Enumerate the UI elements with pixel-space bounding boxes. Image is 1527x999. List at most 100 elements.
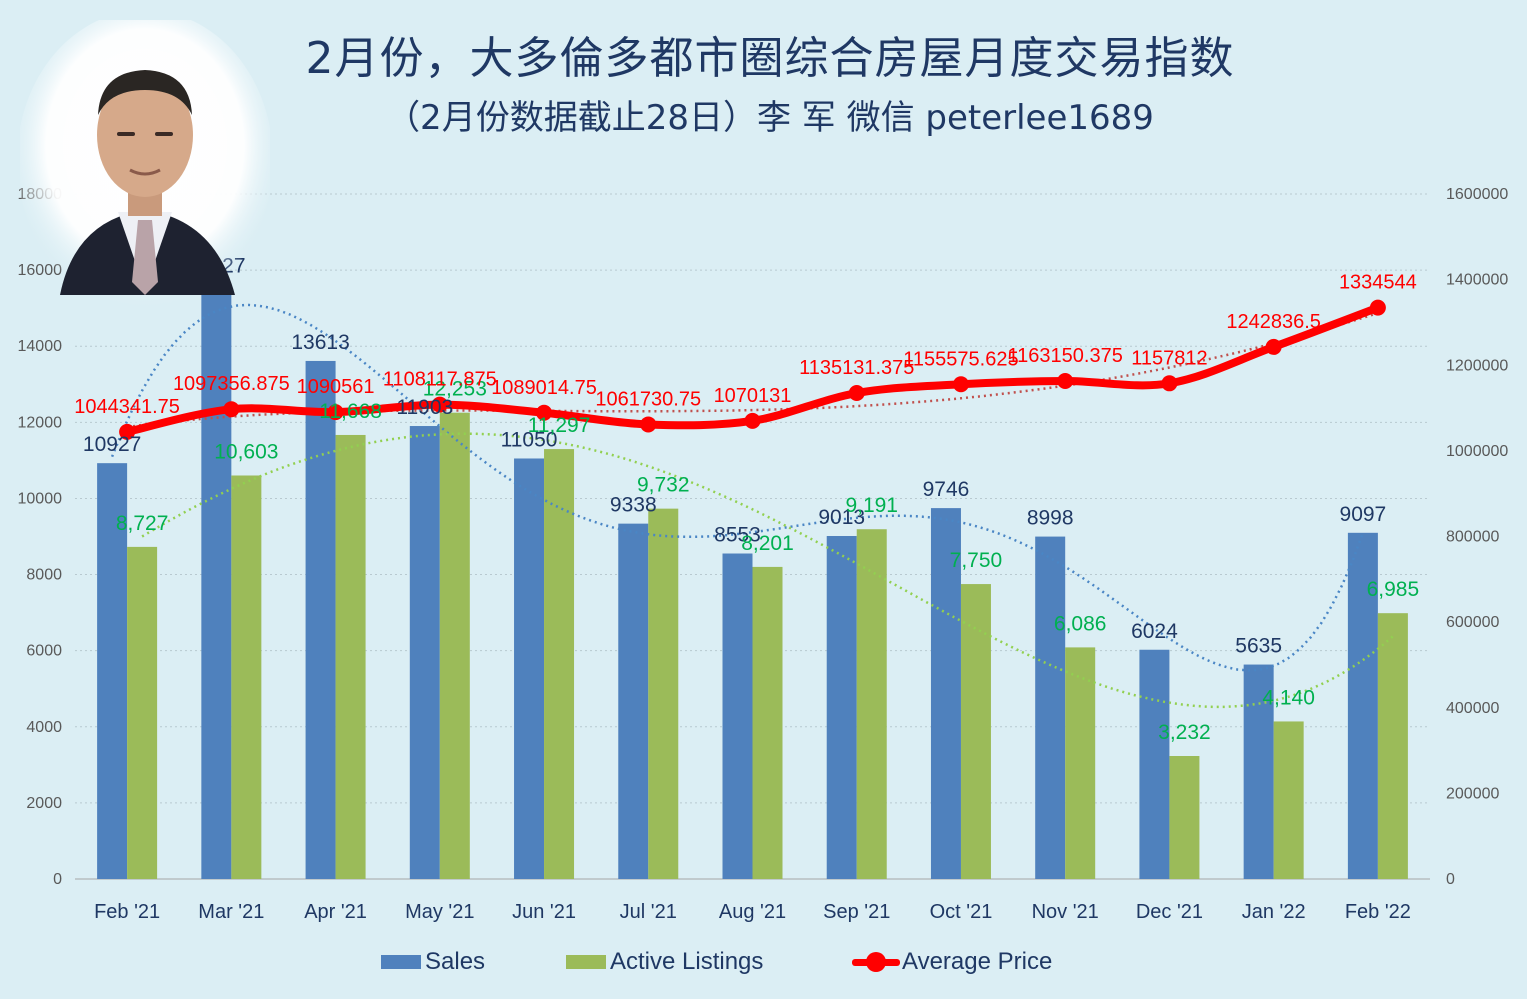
data-label-average-price: 1334544 (1339, 272, 1417, 294)
data-label-average-price: 1089014.75 (491, 377, 597, 399)
data-label-sales: 10927 (83, 433, 141, 456)
bar-sales (1243, 664, 1274, 879)
y-right-tick-label: 1000000 (1446, 443, 1508, 460)
bar-sales (201, 284, 232, 879)
x-tick-label: Jul '21 (620, 901, 677, 923)
x-tick-label: Jun '21 (512, 901, 576, 923)
point-average-price (1369, 299, 1386, 316)
x-tick-label: Feb '22 (1345, 901, 1411, 923)
y-left-tick-label: 14000 (18, 338, 63, 355)
legend-label-active-listings: Active Listings (610, 948, 764, 975)
bar-active-listings (752, 566, 783, 879)
y-right-tick-label: 1200000 (1446, 357, 1508, 374)
data-label-average-price: 1097356.875 (173, 373, 290, 395)
y-right-tick-label: 200000 (1446, 785, 1499, 802)
x-tick-label: Sep '21 (823, 901, 890, 923)
point-average-price (119, 423, 136, 440)
data-label-sales: 13613 (291, 331, 349, 354)
data-label-sales: 11050 (501, 428, 558, 451)
bar-active-listings (439, 412, 470, 879)
bar-active-listings (544, 449, 575, 879)
data-label-active-listings: 4,140 (1262, 686, 1315, 709)
point-average-price (640, 416, 657, 433)
bar-active-listings (648, 508, 679, 879)
y-left-tick-label: 12000 (18, 414, 63, 431)
data-label-active-listings: 3,232 (1158, 721, 1211, 744)
bar-active-listings (960, 584, 991, 879)
data-label-average-price: 1135131.375 (799, 357, 914, 379)
data-label-sales: 8998 (1027, 507, 1074, 530)
point-average-price (223, 401, 240, 418)
bar-active-listings (1065, 647, 1096, 879)
data-label-sales: 9013 (818, 506, 865, 529)
y-left-tick-label: 16000 (18, 262, 63, 279)
point-average-price (744, 412, 761, 429)
data-label-average-price: 1155575.625 (903, 348, 1018, 370)
data-label-sales: 11903 (396, 396, 453, 419)
y-left-tick-label: 10000 (18, 490, 63, 507)
data-label-average-price: 1163150.375 (1008, 345, 1123, 367)
legend-label-average-price: Average Price (902, 948, 1053, 975)
y-left-tick-label: 0 (53, 871, 62, 888)
data-label-active-listings: 11,668 (319, 400, 382, 423)
data-label-sales: 6024 (1131, 620, 1178, 643)
legend-item-active-listings: Active Listings (566, 944, 763, 980)
data-label-average-price: 1044341.75 (74, 396, 180, 418)
point-average-price (1161, 375, 1178, 392)
legend-swatch-active-listings (566, 955, 606, 969)
bar-active-listings (231, 475, 262, 879)
y-right-tick-label: 800000 (1446, 529, 1499, 546)
data-label-active-listings: 7,750 (950, 549, 1003, 572)
data-label-average-price: 1108117.875 (383, 369, 497, 391)
chart-subtitle: （2月份数据截止28日）李 军 微信 peterlee1689 (386, 98, 1154, 138)
bar-active-listings (1169, 756, 1200, 879)
data-label-sales: 8553 (714, 524, 761, 547)
x-tick-label: Mar '21 (198, 901, 264, 923)
bar-sales (409, 426, 440, 879)
author-portrait (20, 20, 270, 310)
x-tick-label: Apr '21 (304, 901, 367, 923)
y-right-tick-label: 1400000 (1446, 272, 1508, 289)
y-right-tick-label: 0 (1446, 871, 1455, 888)
bar-sales (305, 360, 336, 879)
y-left-tick-label: 8000 (26, 567, 62, 584)
bar-active-listings (1377, 613, 1408, 879)
chart-legend: Sales Active Listings Average Price (0, 944, 1527, 980)
x-tick-label: Feb '21 (94, 901, 160, 923)
x-tick-label: Aug '21 (719, 901, 786, 923)
point-average-price (327, 404, 344, 421)
bar-sales (97, 463, 128, 879)
bar-sales (930, 508, 961, 879)
data-label-active-listings: 12,253 (423, 378, 487, 401)
legend-swatch-average-price (852, 944, 900, 980)
data-label-active-listings: 8,727 (116, 512, 169, 535)
legend-item-average-price: Average Price (852, 944, 1052, 980)
point-average-price (952, 376, 969, 393)
bar-sales (1139, 649, 1170, 879)
data-label-active-listings: 9,191 (845, 494, 898, 517)
x-tick-label: Oct '21 (930, 901, 993, 923)
bar-active-listings (127, 546, 158, 879)
point-average-price (848, 385, 865, 402)
data-label-active-listings: 6,985 (1367, 578, 1420, 601)
y-left-tick-label: 6000 (26, 643, 62, 660)
point-average-price (1057, 373, 1074, 390)
bar-sales (1035, 536, 1066, 879)
data-label-active-listings: 8,201 (741, 532, 794, 555)
bar-sales (826, 536, 857, 879)
data-label-sales: 9097 (1340, 503, 1387, 526)
trendline-average-price (126, 311, 1379, 429)
bar-sales (618, 523, 649, 879)
legend-swatch-sales (381, 955, 421, 969)
data-label-active-listings: 6,086 (1054, 612, 1107, 635)
bar-active-listings (1273, 721, 1304, 879)
y-left-tick-label: 2000 (26, 795, 62, 812)
x-tick-label: May '21 (405, 901, 474, 923)
bar-sales (514, 458, 545, 879)
y-right-tick-label: 400000 (1446, 700, 1499, 717)
data-label-average-price: 1242836.5 (1226, 311, 1321, 333)
chart-title: 2月份，大多倫多都市圈综合房屋月度交易指数 (305, 33, 1235, 84)
bar-sales (1347, 532, 1378, 879)
